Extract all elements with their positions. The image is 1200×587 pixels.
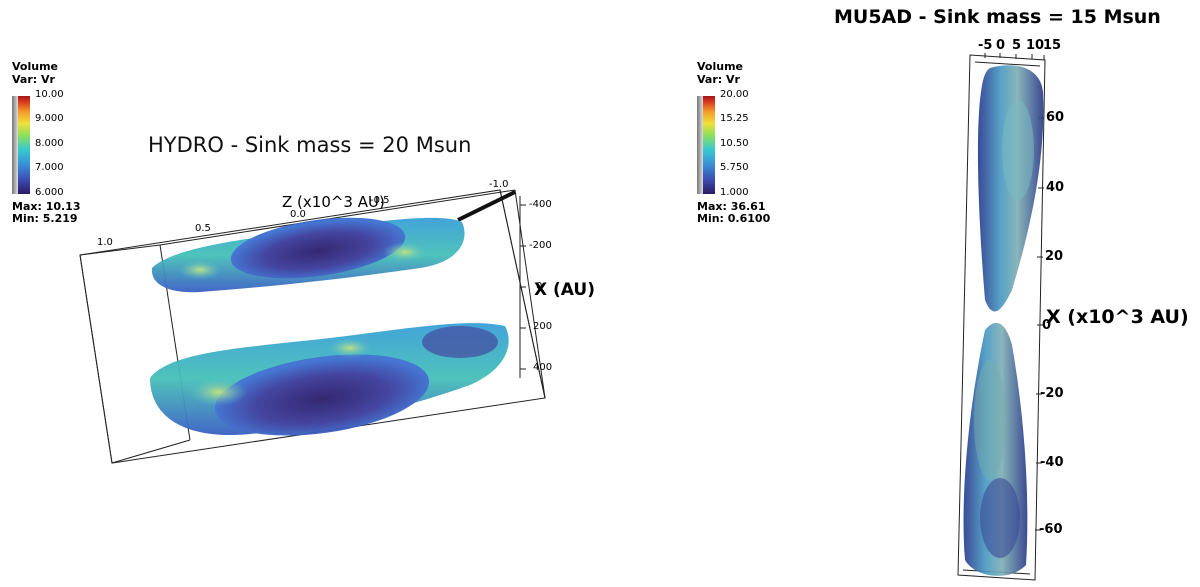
- left-cbar-tick: 8.000: [35, 138, 64, 149]
- right-cbar-tick: 5.750: [720, 162, 749, 173]
- left-panel-title: HYDRO - Sink mass = 20 Msun: [148, 133, 472, 157]
- left-x-tick: -200: [529, 240, 552, 251]
- right-x-tick: 40: [1046, 180, 1065, 195]
- right-cbar-tick: 20.00: [720, 89, 749, 100]
- z-axis-label: Z (x10^3 AU): [282, 193, 385, 211]
- left-legend-title: Volume: [12, 60, 58, 73]
- right-x-tick: -20: [1040, 386, 1064, 401]
- left-colorbar: [18, 96, 30, 194]
- left-cbar-tick: 9.000: [35, 113, 64, 124]
- right-x-tick: 0: [1042, 318, 1052, 333]
- left-x-tick: 200: [533, 321, 553, 332]
- left-legend-var: Var: Vr: [12, 73, 55, 86]
- left-legend-min: Min: 5.219: [12, 212, 78, 225]
- outflow-column: [963, 65, 1044, 576]
- right-legend-min: Min: 0.6100: [697, 212, 771, 225]
- left-cbar-tick: 6.000: [35, 187, 64, 198]
- left-cbar-tick: 10.00: [35, 89, 64, 100]
- right-top-tick: 15: [1043, 38, 1062, 53]
- z-axis-arrow: [457, 190, 516, 222]
- z-tick: -0.5: [370, 195, 390, 206]
- left-cbar-tick: 7.000: [35, 162, 64, 173]
- left-x-tick: 0: [536, 281, 543, 292]
- right-cbar-tick: 1.000: [720, 187, 749, 198]
- right-cbar-tick: 15.25: [720, 113, 749, 124]
- z-tick: 1.0: [97, 237, 113, 248]
- right-colorbar: [703, 96, 715, 194]
- right-top-tick: 0: [996, 38, 1006, 53]
- right-x-tick: -40: [1040, 455, 1064, 470]
- upper-lobe: [151, 217, 465, 293]
- left-x-axis-ticks: [520, 204, 526, 370]
- left-legend-max: Max: 10.13: [12, 200, 81, 213]
- left-x-tick: -400: [529, 199, 552, 210]
- right-x-tick: 20: [1045, 249, 1064, 264]
- right-top-tick: -5: [978, 38, 993, 53]
- right-legend-max: Max: 36.61: [697, 200, 766, 213]
- right-legend-title: Volume: [697, 60, 743, 73]
- right-colorbar-nan: [697, 96, 703, 194]
- z-tick: -1.0: [489, 179, 509, 190]
- z-tick: 0.5: [195, 223, 211, 234]
- right-x-axis-label: X (x10^3 AU): [1046, 306, 1189, 328]
- z-tick: 0.0: [290, 209, 306, 220]
- right-top-ticks: [984, 53, 1045, 60]
- right-legend-var: Var: Vr: [697, 73, 740, 86]
- right-top-tick: 5: [1012, 38, 1022, 53]
- right-top-tick: 10: [1026, 38, 1045, 53]
- right-x-tick: -60: [1039, 522, 1063, 537]
- lower-lobe: [150, 323, 509, 436]
- left-x-axis-label: X (AU): [534, 280, 596, 300]
- right-cbar-tick: 10.50: [720, 138, 749, 149]
- left-x-tick: 400: [533, 362, 553, 373]
- right-x-tick: 60: [1046, 110, 1065, 125]
- right-panel-title: MU5AD - Sink mass = 15 Msun: [834, 6, 1161, 28]
- left-colorbar-nan: [12, 96, 18, 194]
